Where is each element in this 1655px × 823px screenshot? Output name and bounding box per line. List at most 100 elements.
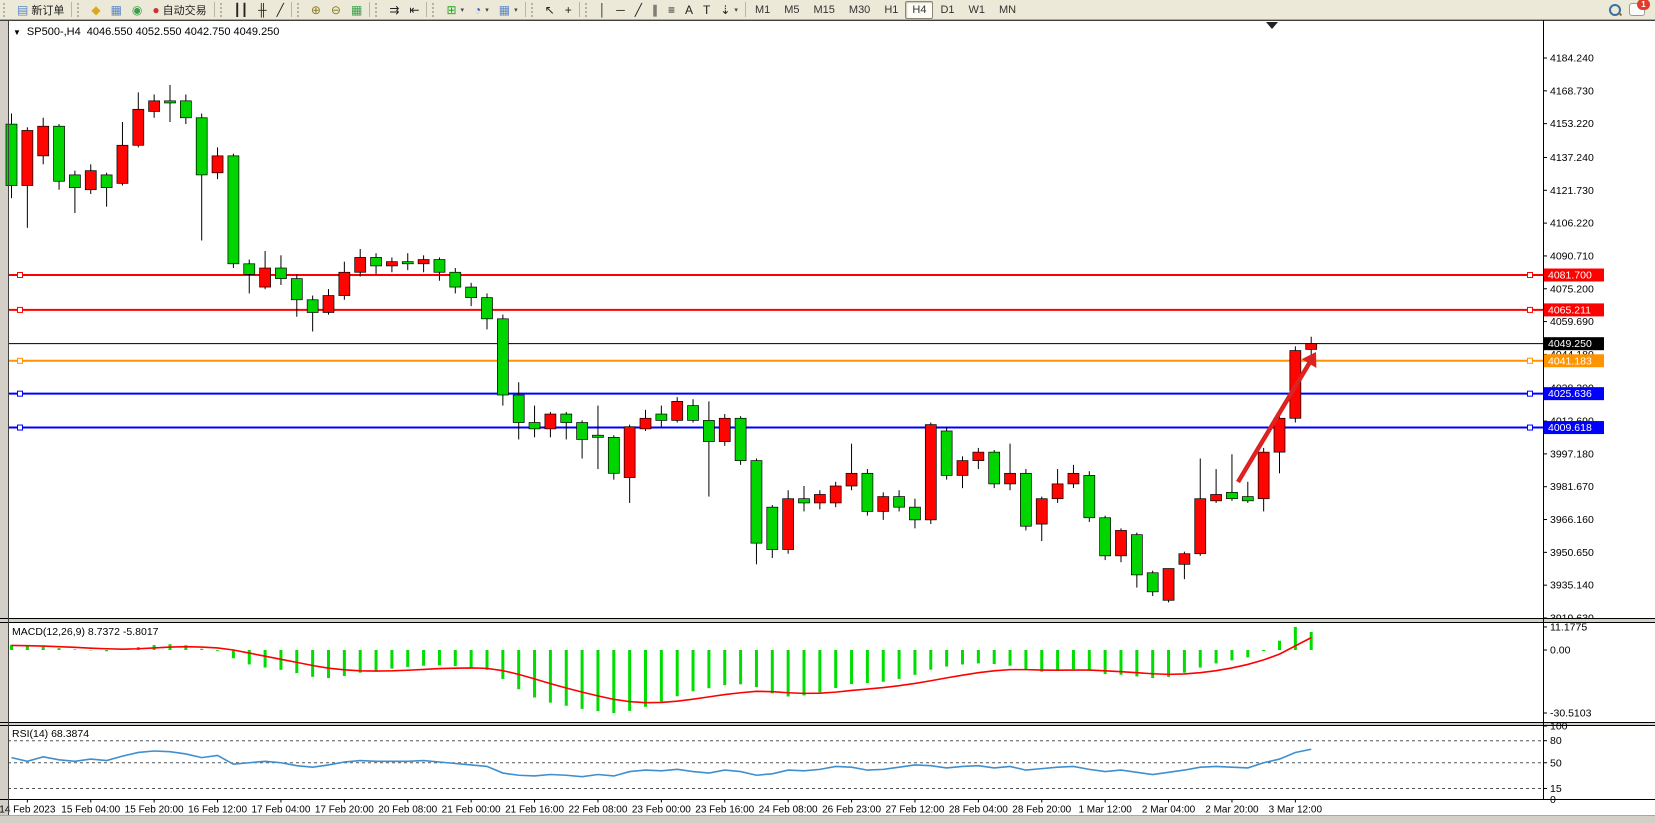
collapse-arrow-icon[interactable]: ▼ [13, 27, 21, 37]
text-button[interactable]: A [680, 0, 698, 19]
time-tick-label: 21 Feb 00:00 [442, 805, 501, 816]
candle-body [1051, 483, 1064, 500]
candle-body [37, 125, 50, 157]
candle-body [1241, 496, 1254, 502]
candle-body [259, 267, 271, 288]
price-line-badge [1544, 354, 1604, 368]
line-handle[interactable] [17, 357, 23, 364]
candlestick-chart-icon: ╫ [258, 2, 267, 17]
line-handle[interactable] [17, 306, 23, 313]
candle-body [370, 257, 382, 267]
timeframe-button-H4[interactable]: H4 [905, 0, 934, 19]
candle-body [544, 413, 557, 430]
tile-windows-button[interactable]: ▦ [346, 0, 367, 19]
zoom-in-button[interactable]: ⊕ [306, 0, 326, 19]
price-tick-label: 4106.220 [1550, 218, 1594, 230]
line-handle[interactable] [17, 390, 23, 397]
timeframe-button-W1[interactable]: W1 [968, 3, 986, 16]
candle-body [924, 424, 937, 521]
candle-body [290, 278, 303, 301]
candle-body [211, 155, 224, 174]
timeframe-button-D1[interactable]: D1 [940, 3, 955, 16]
pane-splitter[interactable] [0, 723, 1655, 725]
time-tick-label: 27 Feb 12:00 [885, 805, 944, 816]
line-handle[interactable] [17, 272, 23, 279]
timeframe-button-M30[interactable]: M30 [848, 3, 871, 16]
candlestick-chart-button[interactable]: ╫ [253, 0, 272, 19]
arrows-button[interactable]: ⇣ ▾ [715, 0, 743, 19]
candle-body [972, 451, 985, 461]
chart-window: 4184.240 4168.730 4153.220 4137.240 4121.730… [0, 20, 1655, 823]
indicators-button[interactable]: ⊞ ▾ [441, 0, 469, 19]
toolbar-grip [584, 2, 591, 17]
candle-body [195, 117, 208, 176]
macd-tick-label: 0.00 [1550, 645, 1571, 657]
chart-shift-icon: ⇤ [409, 2, 420, 17]
chat-icon[interactable]: 1 [1629, 0, 1650, 16]
market-watch-icon[interactable]: ◆ [86, 0, 105, 19]
pane-splitter[interactable] [0, 619, 1655, 622]
trend-arrow-annotation[interactable] [1236, 357, 1314, 484]
candle-body [782, 498, 795, 550]
label-button[interactable]: T [698, 0, 715, 19]
vertical-line-button[interactable]: │ [594, 0, 612, 19]
horizontal-line-button[interactable]: ─ [611, 0, 630, 19]
templates-icon: ▦ [498, 2, 511, 17]
periods-button[interactable]: ◔ ▾ [469, 0, 494, 19]
crosshair-button[interactable]: + [560, 0, 577, 19]
cursor-button[interactable]: ↖ [540, 0, 560, 19]
line-handle[interactable] [1527, 272, 1533, 279]
candle-body [243, 263, 256, 275]
price-line-badge [1544, 421, 1604, 435]
toolbar-grip [375, 2, 381, 17]
candle-body [560, 413, 573, 423]
dropdown-caret-icon[interactable]: ▾ [514, 6, 518, 14]
line-handle[interactable] [1527, 424, 1533, 431]
candle-body [338, 271, 351, 296]
candle-body [1178, 553, 1191, 565]
channel-button[interactable]: ∥ [647, 0, 663, 19]
time-tick-label: 23 Feb 16:00 [695, 805, 754, 816]
chart-window-icon[interactable]: ▦ [106, 0, 127, 19]
candle-body [798, 498, 810, 504]
line-handle[interactable] [1527, 357, 1533, 364]
rsi-tick-label: 80 [1550, 735, 1562, 747]
candle-body [528, 422, 541, 430]
time-tick-label: 15 Feb 04:00 [61, 805, 120, 816]
candle-body [734, 417, 747, 461]
line-handle[interactable] [1527, 306, 1533, 313]
dropdown-caret-icon[interactable]: ▾ [460, 6, 465, 14]
dropdown-caret-icon[interactable]: ▾ [485, 6, 489, 14]
bar-chart-button[interactable]: ┃┃ [229, 0, 253, 19]
trendline-button[interactable]: ╱ [630, 0, 647, 19]
auto-trading-button[interactable]: ● 自动交易 [147, 0, 211, 19]
time-tick-label: 2 Mar 04:00 [1142, 805, 1196, 816]
dropdown-caret-icon[interactable]: ▾ [734, 6, 738, 14]
candle-body [322, 295, 335, 313]
timeframe-button-MN[interactable]: MN [999, 3, 1017, 16]
signal-icon[interactable]: ◉ [127, 0, 147, 19]
timeframe-button-M5[interactable]: M5 [784, 3, 800, 16]
auto-scroll-button[interactable]: ⇉ [384, 0, 404, 19]
symbol-period-label: SP500-,H4 [26, 26, 81, 38]
chart-window-icon-icon: ▦ [110, 2, 122, 17]
timeframe-button-H1[interactable]: H1 [884, 3, 899, 16]
candle-body [940, 430, 953, 476]
line-handle[interactable] [1527, 390, 1533, 397]
line-chart-button[interactable]: ╱ [272, 0, 289, 19]
zoom-out-button[interactable]: ⊖ [326, 0, 346, 19]
current-price-badge-label: 4049.250 [1548, 338, 1592, 350]
timeframe-button-M15[interactable]: M15 [813, 3, 835, 16]
timeframe-button-M1[interactable]: M1 [754, 3, 771, 16]
candle-body [275, 267, 287, 279]
search-icon[interactable] [1609, 3, 1621, 16]
fibonacci-button[interactable]: ≡ [663, 0, 680, 19]
candle-body [180, 100, 192, 119]
candle-body [1067, 472, 1080, 485]
chart-shift-button[interactable]: ⇤ [404, 0, 424, 19]
notification-badge: 1 [1637, 0, 1650, 10]
new-order-button[interactable]: ▤ 新订单 [12, 0, 69, 19]
templates-button[interactable]: ▦ ▾ [494, 0, 523, 19]
line-handle[interactable] [17, 424, 23, 431]
rsi-tick-label: 50 [1550, 757, 1562, 769]
